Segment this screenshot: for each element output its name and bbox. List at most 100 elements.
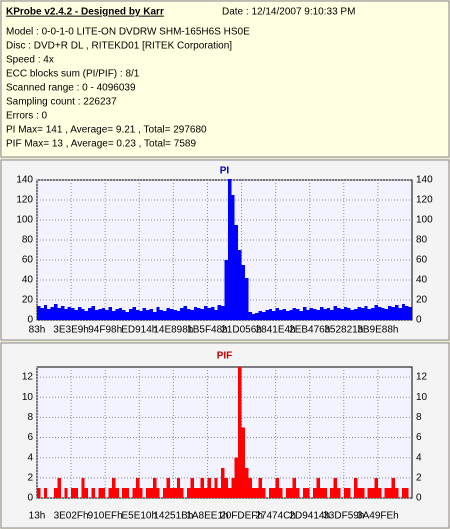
chart-title: PIF xyxy=(217,351,233,362)
y-tick-label: 80 xyxy=(22,235,34,246)
y2-tick-label: 2 xyxy=(416,472,422,483)
bar xyxy=(108,487,112,498)
bar xyxy=(374,305,378,320)
bar xyxy=(67,307,72,320)
bar xyxy=(408,307,412,320)
bar xyxy=(262,312,266,320)
bar xyxy=(187,487,191,498)
bar xyxy=(377,487,382,498)
bar xyxy=(272,311,276,320)
chart-title: PI xyxy=(220,166,230,177)
bar xyxy=(296,487,300,498)
bar xyxy=(367,487,372,498)
bar xyxy=(306,310,310,320)
bar xyxy=(77,307,82,320)
bar xyxy=(289,310,293,320)
bar xyxy=(57,477,61,498)
bar xyxy=(105,310,109,320)
bar xyxy=(313,309,317,320)
bar xyxy=(299,311,303,320)
bar xyxy=(405,487,409,498)
y2-tick-label: 4 xyxy=(416,452,422,463)
bar xyxy=(81,477,85,498)
bar xyxy=(316,477,320,498)
bar xyxy=(74,487,78,498)
bar xyxy=(279,310,283,320)
bar xyxy=(268,487,273,498)
bar xyxy=(173,310,177,320)
y2-tick-label: 6 xyxy=(416,432,422,443)
bar xyxy=(224,260,228,320)
bar xyxy=(405,306,409,320)
bar xyxy=(289,487,293,498)
bar xyxy=(401,304,406,320)
bar xyxy=(146,310,150,320)
bar xyxy=(152,312,157,320)
bar xyxy=(207,477,211,498)
bar xyxy=(139,311,143,320)
bar xyxy=(394,305,399,320)
bar xyxy=(129,309,133,320)
bar xyxy=(319,307,324,320)
x-tick-label: 83h xyxy=(29,325,46,336)
bar xyxy=(275,477,280,498)
x-tick-label: 2D9414h xyxy=(289,511,330,522)
x-tick-label: 1A8EE1h xyxy=(186,511,228,522)
bar xyxy=(255,313,259,320)
info-line: Errors : 0 xyxy=(6,111,48,122)
bar xyxy=(292,477,297,498)
bar xyxy=(84,487,89,498)
bar xyxy=(357,487,361,498)
x-tick-label: 14E898h xyxy=(153,325,193,336)
x-tick-label: 20FDEFh xyxy=(220,511,263,522)
bar xyxy=(200,477,205,498)
bar xyxy=(71,487,75,498)
bar xyxy=(37,306,41,320)
y2-tick-label: 100 xyxy=(416,215,433,226)
bar xyxy=(142,308,147,320)
bar xyxy=(115,309,119,320)
y2-tick-label: 12 xyxy=(416,372,428,383)
bar xyxy=(306,487,310,498)
x-tick-label: 13h xyxy=(29,511,46,522)
bar xyxy=(354,477,358,498)
bar xyxy=(391,307,395,320)
bar xyxy=(364,306,368,320)
bar xyxy=(302,307,307,320)
y2-tick-label: 20 xyxy=(416,295,428,306)
bar xyxy=(323,309,327,320)
bar xyxy=(227,487,232,498)
bar xyxy=(166,477,170,498)
y2-tick-label: 80 xyxy=(416,235,428,246)
bar xyxy=(360,487,365,498)
bar xyxy=(244,278,249,320)
bar xyxy=(262,487,266,498)
bar xyxy=(149,487,153,498)
x-tick-label: 910EFh xyxy=(88,511,123,522)
bar xyxy=(251,314,256,320)
bar xyxy=(316,310,320,320)
bar xyxy=(204,487,208,498)
bar xyxy=(197,308,201,320)
info-line: Sampling count : 226237 xyxy=(6,97,117,108)
bar xyxy=(101,308,106,320)
x-tick-label: 1B5F48h xyxy=(187,325,228,336)
y2-tick-label: 10 xyxy=(416,392,428,403)
bar xyxy=(74,310,78,320)
bar xyxy=(377,307,382,320)
bar xyxy=(371,487,375,498)
bar xyxy=(227,179,232,320)
bar xyxy=(132,307,136,320)
bar xyxy=(234,225,239,320)
bar xyxy=(265,310,269,320)
bar xyxy=(241,265,245,320)
bar xyxy=(146,487,150,498)
bar xyxy=(248,477,252,498)
bar xyxy=(156,307,160,320)
bar xyxy=(54,304,58,320)
bar xyxy=(54,487,58,498)
bar xyxy=(214,477,218,498)
info-line: Scanned range : 0 - 4096039 xyxy=(6,83,136,94)
